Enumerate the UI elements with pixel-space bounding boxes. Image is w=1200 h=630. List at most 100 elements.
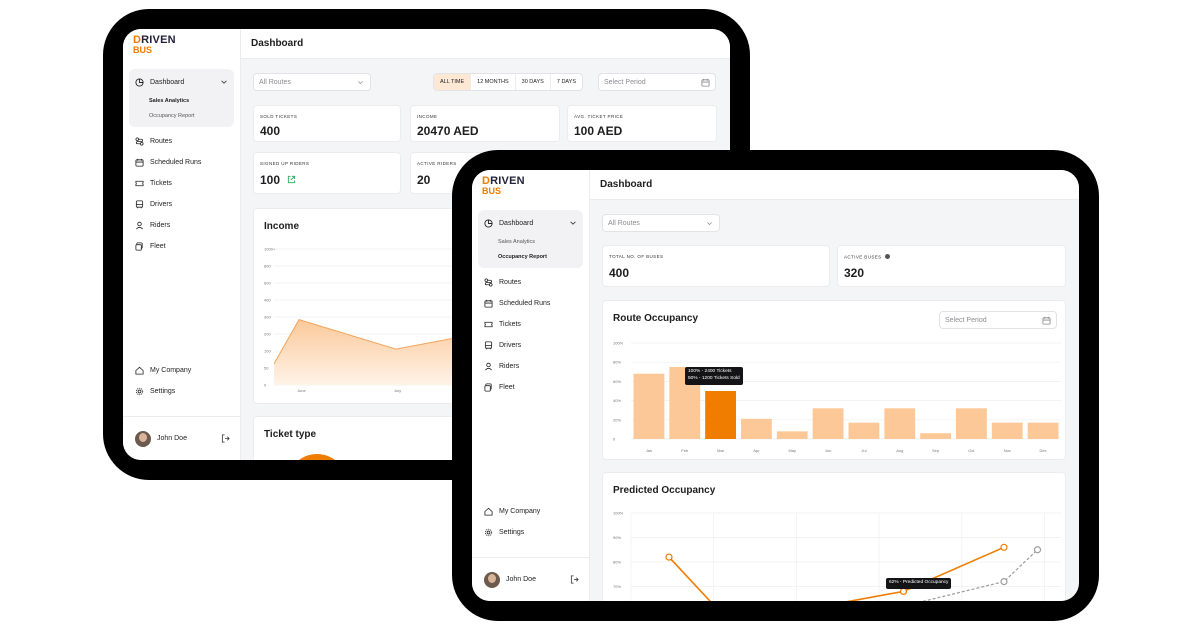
route-select-value: All Routes — [259, 78, 291, 86]
bar-jun — [812, 408, 844, 439]
route-occupancy-chart: 100% 80% 60% 40% 20% 0 Jan Feb Mar Apr May Jun Jul Au… — [613, 341, 1061, 453]
logo-driven: DRIVEN — [482, 175, 525, 187]
sidebar-item-label: Dashboard — [499, 220, 534, 227]
logo-bus: BUS — [482, 186, 502, 196]
kpi-label: ACTIVE BUSES — [844, 254, 882, 260]
x-tick-label: Nov — [1004, 448, 1011, 453]
filter-30-days[interactable]: 30 DAYS — [516, 74, 551, 90]
sidebar-item-dashboard[interactable]: Dashboard — [478, 213, 583, 234]
kpi-value: 400 — [260, 124, 281, 138]
kpi-value: 320 — [844, 266, 865, 280]
y-tick-label: 100% — [613, 341, 624, 346]
sidebar-item-drivers[interactable]: Drivers — [478, 335, 583, 356]
sidebar: DRIVEN BUS Dashboard Sales Analytics Occ… — [123, 29, 241, 460]
dashboard-icon — [484, 219, 493, 228]
chevron-down-icon — [707, 222, 712, 226]
kpi-income: INCOME 20470 AED — [410, 105, 560, 142]
sidebar-item-settings[interactable]: Settings — [478, 522, 583, 543]
sidebar-item-label: Fleet — [499, 384, 515, 391]
sidebar-item-my-company[interactable]: My Company — [129, 360, 234, 381]
sidebar-item-label: Drivers — [499, 342, 522, 349]
sidebar-subitem-occupancy-report[interactable]: Occupancy Report — [149, 112, 195, 119]
actual-line — [668, 546, 1005, 601]
actual-point — [665, 553, 673, 561]
predicted-point — [1033, 546, 1042, 554]
y-tick-label: 1000+ — [264, 247, 276, 252]
bus-icon — [135, 200, 144, 209]
period-placeholder: Select Period — [604, 78, 646, 86]
sidebar-item-routes[interactable]: Routes — [478, 272, 583, 293]
logo-bus: BUS — [133, 45, 153, 55]
x-tick-label: May — [788, 448, 796, 453]
sidebar-subitem-sales-analytics[interactable]: Sales Analytics — [498, 238, 535, 245]
filter-all-time[interactable]: ALL TIME — [434, 74, 472, 90]
ticket-icon — [135, 179, 144, 188]
screen-front: DRIVEN BUS Dashboard Sales Analytics Occ… — [472, 170, 1079, 601]
occupancy-tooltip: 100% - 2400 Tickets 50% - 1200 Tickets S… — [685, 367, 743, 385]
user-profile[interactable]: John Doe — [472, 557, 589, 601]
x-tick-label: Aug — [896, 448, 903, 453]
sidebar: DRIVEN BUS Dashboard Sales Analytics Occ… — [472, 170, 590, 601]
sidebar-item-fleet[interactable]: Fleet — [478, 377, 583, 398]
kpi-value: 100 — [260, 173, 281, 187]
logout-icon[interactable] — [221, 434, 230, 443]
sidebar-item-scheduled-runs[interactable]: Scheduled Runs — [478, 293, 583, 314]
sidebar-item-dashboard[interactable]: Dashboard — [129, 72, 234, 93]
route-select[interactable]: All Routes — [253, 73, 371, 91]
sidebar-item-label: Routes — [499, 279, 522, 286]
sidebar-item-label: My Company — [499, 508, 541, 515]
sidebar-item-riders[interactable]: Riders — [478, 356, 583, 377]
fleet-icon — [484, 383, 493, 392]
time-filter-group: ALL TIME 12 MONTHS 30 DAYS 7 DAYS — [433, 73, 584, 91]
kpi-label-wrap: ACTIVE BUSES — [844, 254, 891, 260]
predicted-line — [921, 549, 1038, 601]
kpi-label: AVG. TICKET PRICE — [574, 114, 624, 119]
sidebar-item-label: Scheduled Runs — [150, 159, 202, 166]
kpi-label: SIGNED UP RIDERS — [260, 161, 310, 166]
kpi-label: ACTIVE RIDERS — [417, 161, 457, 166]
bar-nov — [991, 422, 1023, 439]
logout-icon[interactable] — [570, 575, 579, 584]
x-tick-label: Mar — [717, 448, 725, 453]
route-select[interactable]: All Routes — [602, 214, 720, 232]
fleet-icon — [135, 242, 144, 251]
predicted-occupancy-title: Predicted Occupancy — [613, 485, 716, 496]
bar-may — [776, 431, 808, 439]
actual-point — [899, 587, 908, 596]
ticket-type-title: Ticket type — [264, 429, 317, 440]
period-picker[interactable]: Select Period — [939, 311, 1057, 329]
sidebar-item-tickets[interactable]: Tickets — [129, 173, 234, 194]
logo-d: D — [133, 34, 142, 46]
sidebar-item-riders[interactable]: Riders — [129, 215, 234, 236]
period-picker[interactable]: Select Period — [598, 73, 716, 91]
calendar-icon — [135, 158, 144, 167]
period-placeholder: Select Period — [945, 316, 987, 324]
kpi-value: 400 — [609, 266, 630, 280]
filter-12-months[interactable]: 12 MONTHS — [471, 74, 516, 90]
bar-oct — [956, 408, 987, 439]
tablet-front: DRIVEN BUS Dashboard Sales Analytics Occ… — [452, 150, 1099, 621]
sidebar-item-drivers[interactable]: Drivers — [129, 194, 234, 215]
dashboard-icon — [135, 78, 144, 87]
sidebar-item-my-company[interactable]: My Company — [478, 501, 583, 522]
external-link-icon[interactable] — [287, 175, 296, 184]
y-tick-label: 0 — [264, 383, 267, 388]
sidebar-subitem-sales-analytics[interactable]: Sales Analytics — [149, 97, 190, 104]
ticket-icon — [484, 320, 493, 329]
sidebar-item-settings[interactable]: Settings — [129, 381, 234, 402]
sidebar-item-fleet[interactable]: Fleet — [129, 236, 234, 257]
gear-icon — [135, 387, 144, 396]
sidebar-subitem-occupancy-report[interactable]: Occupancy Report — [498, 253, 547, 260]
sidebar-item-routes[interactable]: Routes — [129, 131, 234, 152]
bar-aug — [884, 408, 916, 439]
sidebar-item-tickets[interactable]: Tickets — [478, 314, 583, 335]
info-icon[interactable] — [885, 254, 891, 259]
user-name: John Doe — [506, 576, 536, 583]
calendar-icon — [701, 78, 710, 87]
tooltip-line: 50% - 1200 Tickets Sold — [688, 375, 740, 381]
kpi-value-wrap: 100 — [260, 173, 296, 187]
sidebar-item-scheduled-runs[interactable]: Scheduled Runs — [129, 152, 234, 173]
kpi-total-buses: TOTAL NO. OF BUSES 400 — [602, 245, 830, 287]
filter-7-days[interactable]: 7 DAYS — [556, 79, 577, 85]
user-profile[interactable]: John Doe — [123, 416, 240, 460]
